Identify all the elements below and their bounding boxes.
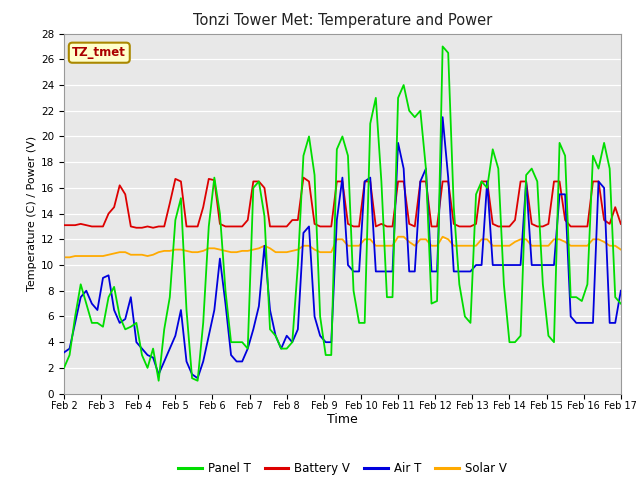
Title: Tonzi Tower Met: Temperature and Power: Tonzi Tower Met: Temperature and Power xyxy=(193,13,492,28)
Text: TZ_tmet: TZ_tmet xyxy=(72,46,126,59)
Legend: Panel T, Battery V, Air T, Solar V: Panel T, Battery V, Air T, Solar V xyxy=(173,457,511,480)
Y-axis label: Temperature (C) / Power (V): Temperature (C) / Power (V) xyxy=(27,136,37,291)
X-axis label: Time: Time xyxy=(327,413,358,426)
